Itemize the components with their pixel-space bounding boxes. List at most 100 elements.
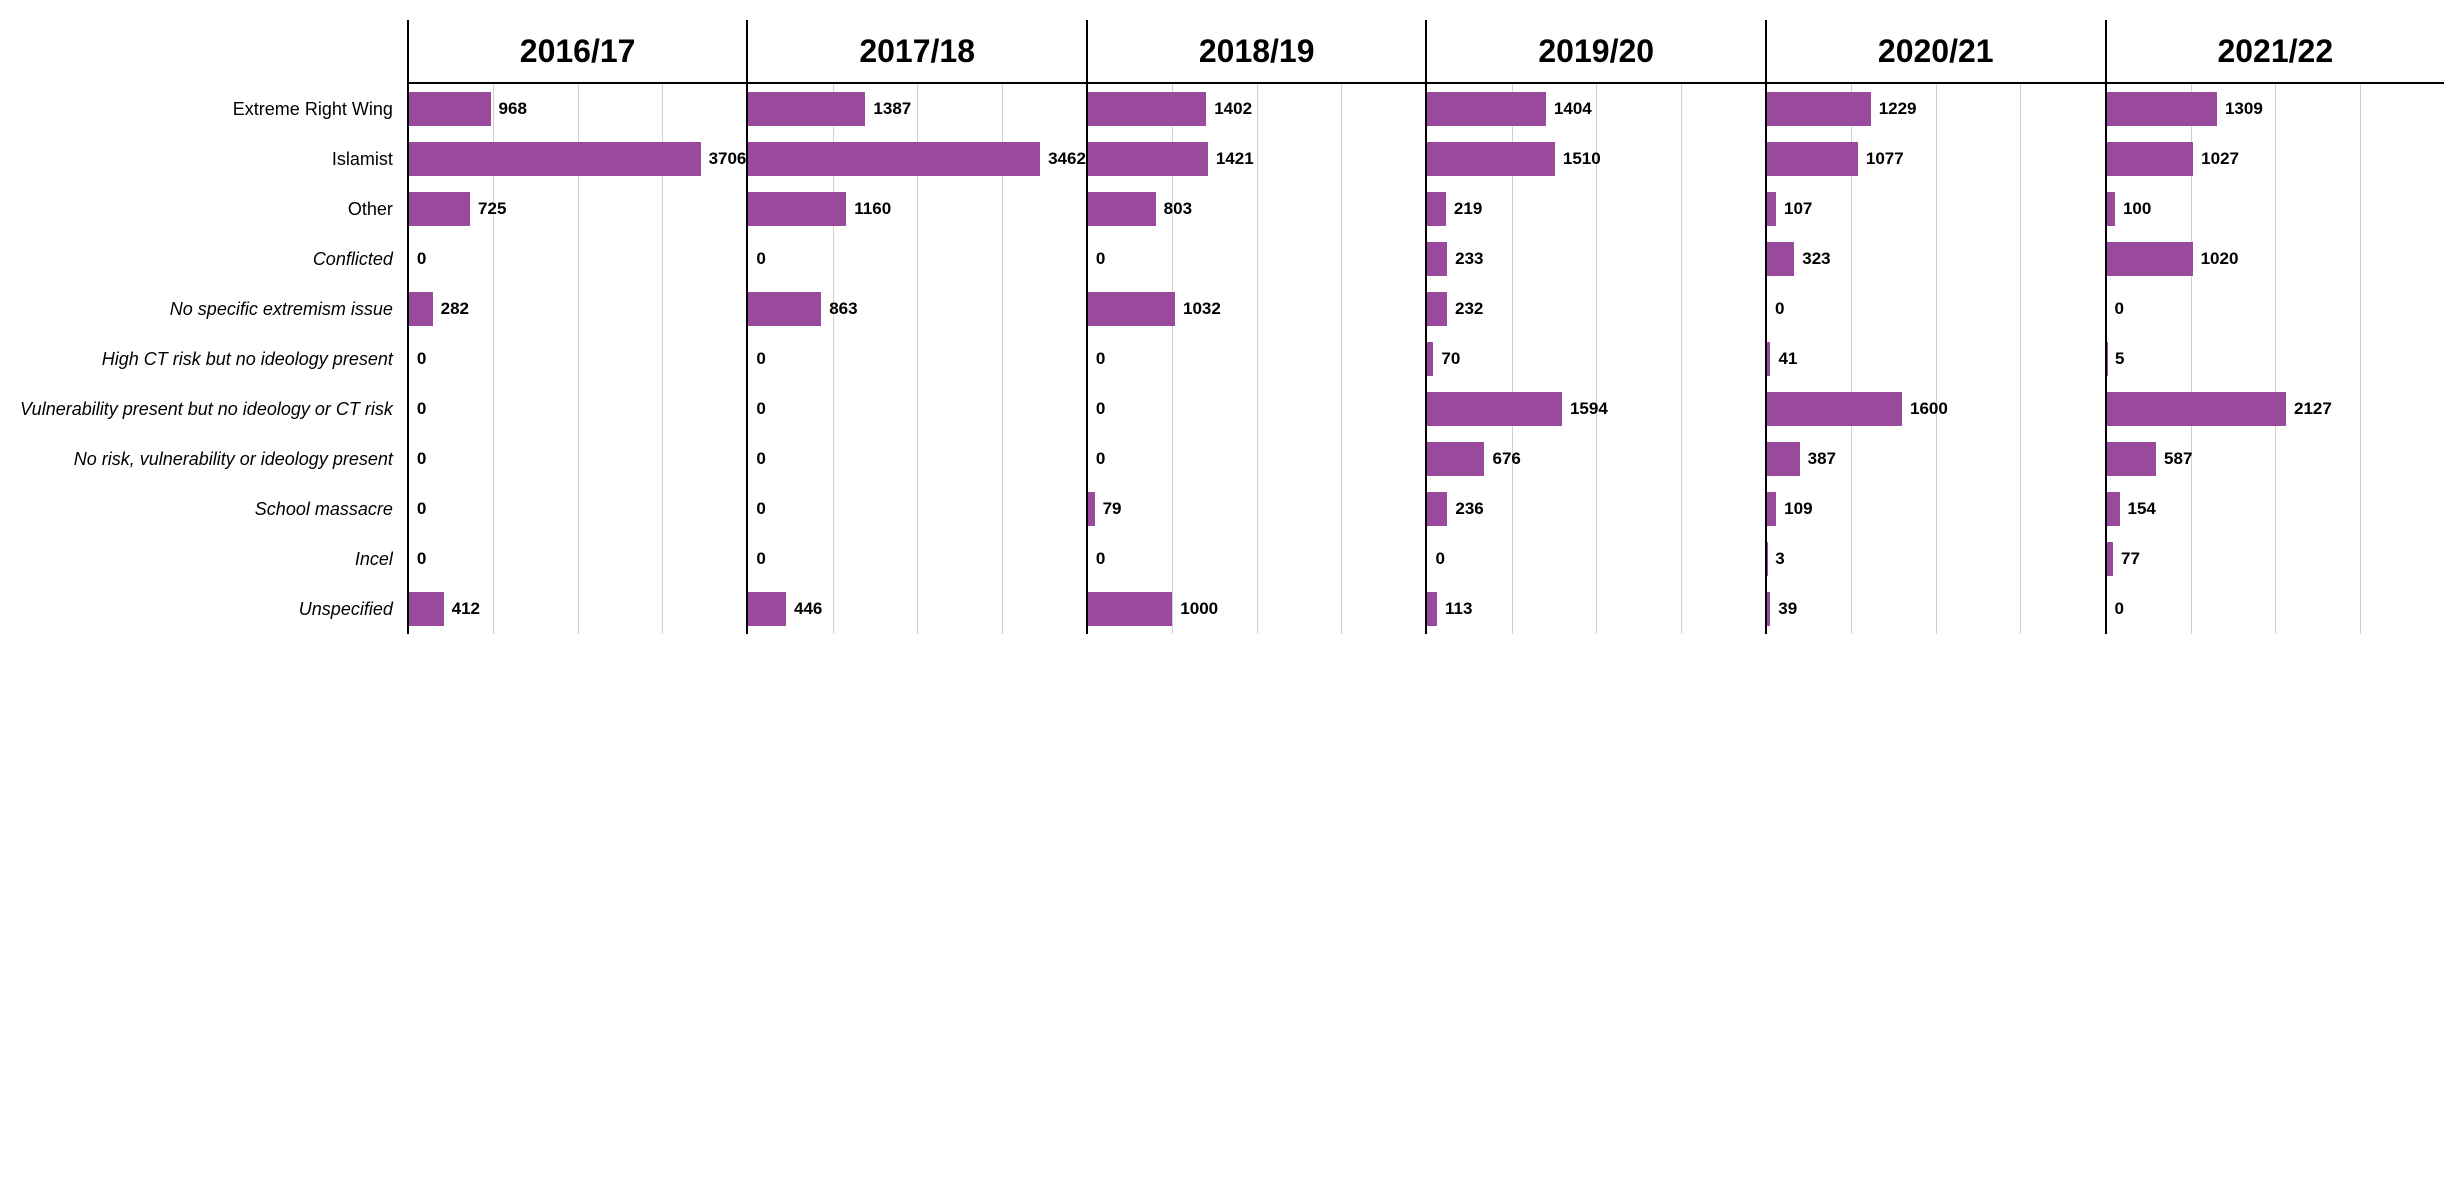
year-panel-title: 2018/19 [1088,20,1426,84]
bar-value-label: 3462 [1048,149,1086,169]
bar-value-label: 0 [756,399,765,419]
bar-value-label: 0 [1096,399,1105,419]
year-panel-title: 2017/18 [748,20,1086,84]
bar-value-label: 587 [2164,449,2192,469]
panel-body: 9683706725028200000412 [409,84,747,634]
bar-row: 676 [1427,434,1765,484]
bar-value-label: 1510 [1563,149,1601,169]
year-panel-title: 2021/22 [2107,20,2445,84]
bar-row: 79 [1088,484,1426,534]
year-panel: 2017/18138734621160086300000446 [746,20,1086,634]
bar-value-label: 1020 [2201,249,2239,269]
bar-value-label: 1594 [1570,399,1608,419]
bar-value-label: 79 [1103,499,1122,519]
bar-row: 5 [2107,334,2445,384]
bar-value-label: 232 [1455,299,1483,319]
bar-value-label: 39 [1778,599,1797,619]
year-panel: 2021/22130910271001020052127587154770 [2105,20,2445,634]
bar-value-label: 1421 [1216,149,1254,169]
bar-row: 0 [1088,234,1426,284]
bar [2107,392,2286,426]
bar-value-label: 1000 [1180,599,1218,619]
bar-row: 1421 [1088,134,1426,184]
bar [2107,492,2120,526]
bar-value-label: 803 [1164,199,1192,219]
bar-row: 282 [409,284,747,334]
bar [2107,542,2113,576]
bar-row: 725 [409,184,747,234]
bar-row: 968 [409,84,747,134]
bar-value-label: 1600 [1910,399,1948,419]
bar-value-label: 0 [417,499,426,519]
bar-value-label: 0 [1096,249,1105,269]
category-label: School massacre [20,484,399,534]
bars-group: 122910771073230411600387109339 [1767,84,2105,634]
bar-value-label: 282 [441,299,469,319]
bar-row: 0 [1088,434,1426,484]
bar-row: 0 [1088,334,1426,384]
bar-value-label: 1077 [1866,149,1904,169]
bar-value-label: 0 [756,549,765,569]
bar-row: 3 [1767,534,2105,584]
bar-value-label: 0 [1096,549,1105,569]
bar-value-label: 70 [1441,349,1460,369]
bar-value-label: 41 [1778,349,1797,369]
bar [1427,192,1445,226]
bar-value-label: 3 [1775,549,1784,569]
bar-row: 1000 [1088,584,1426,634]
category-label: Islamist [20,134,399,184]
category-label: Conflicted [20,234,399,284]
bar [409,142,701,176]
panel-body: 138734621160086300000446 [748,84,1086,634]
bar-value-label: 0 [1096,449,1105,469]
bar-row: 0 [748,484,1086,534]
bar [748,592,786,626]
bar [409,92,491,126]
bar-row: 70 [1427,334,1765,384]
bar-row: 0 [409,534,747,584]
panel-body: 14021421803010320007901000 [1088,84,1426,634]
bar [2107,92,2217,126]
bar [1427,242,1447,276]
bar [1427,342,1433,376]
bar [1088,142,1208,176]
bar-row: 77 [2107,534,2445,584]
bar-value-label: 0 [417,449,426,469]
bar-row: 323 [1767,234,2105,284]
bar [1767,442,1800,476]
bar [1088,592,1172,626]
bar-row: 1020 [2107,234,2445,284]
bar-value-label: 107 [1784,199,1812,219]
bar-row: 863 [748,284,1086,334]
bar-row: 113 [1427,584,1765,634]
bar-row: 41 [1767,334,2105,384]
panel-body: 130910271001020052127587154770 [2107,84,2445,634]
bar-value-label: 0 [417,349,426,369]
bar [409,192,470,226]
bars-group: 14021421803010320007901000 [1088,84,1426,634]
bar-value-label: 0 [417,249,426,269]
bars-group: 140415102192332327015946762360113 [1427,84,1765,634]
bar-row: 1309 [2107,84,2445,134]
bar-row: 0 [748,384,1086,434]
bar-row: 1594 [1427,384,1765,434]
category-label: No risk, vulnerability or ideology prese… [20,434,399,484]
bar-value-label: 0 [756,349,765,369]
bar-row: 0 [748,434,1086,484]
bar-value-label: 1032 [1183,299,1221,319]
bar-row: 0 [409,484,747,534]
bar-value-label: 676 [1492,449,1520,469]
category-label: Other [20,184,399,234]
bar-value-label: 233 [1455,249,1483,269]
bar-value-label: 77 [2121,549,2140,569]
year-panel: 2020/21122910771073230411600387109339 [1765,20,2105,634]
year-panel: 2016/179683706725028200000412 [407,20,747,634]
bar-value-label: 323 [1802,249,1830,269]
bar [1427,92,1545,126]
bar-value-label: 113 [1445,599,1472,619]
bar-row: 0 [748,334,1086,384]
bar-row: 0 [1767,284,2105,334]
bar-row: 219 [1427,184,1765,234]
bar-row: 803 [1088,184,1426,234]
bar-row: 236 [1427,484,1765,534]
